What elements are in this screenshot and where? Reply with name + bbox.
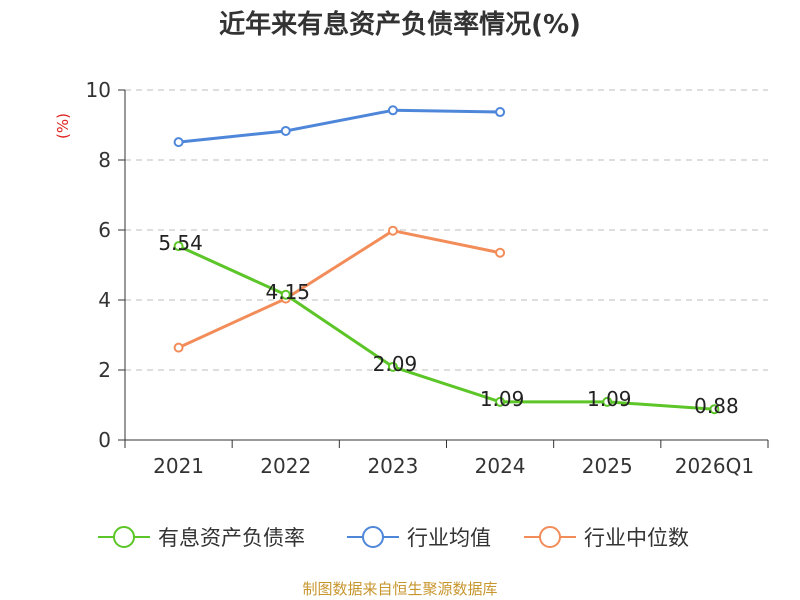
grid-lines [125, 89, 768, 371]
y-tick-label: 4 [98, 288, 111, 312]
y-tick-label: 6 [98, 218, 111, 242]
data-point [173, 342, 184, 353]
x-tick-label: 2025 [582, 454, 633, 478]
x-tick-label: 2023 [367, 454, 418, 478]
data-point [387, 361, 398, 372]
x-tick-label: 2024 [475, 454, 526, 478]
x-tick-label: 2026Q1 [675, 454, 754, 478]
data-point [280, 125, 291, 136]
data-point [387, 225, 398, 236]
data-label: 1.09 [587, 387, 632, 411]
data-label: 0.88 [694, 394, 739, 418]
data-point [495, 247, 506, 258]
legend-marker [539, 526, 561, 548]
legend-marker [113, 526, 135, 548]
y-tick-label: 10 [86, 78, 111, 102]
data-point [495, 107, 506, 118]
series-layer [173, 105, 720, 415]
y-tick-label: 8 [98, 148, 111, 172]
data-point [602, 396, 613, 407]
x-tick-label: 2021 [153, 454, 204, 478]
data-labels: 5.54 4.15 2.09 1.09 1.09 0.88 [158, 231, 738, 418]
y-tick-label: 2 [98, 358, 111, 382]
data-point [173, 241, 184, 252]
chart-title: 近年来有息资产负债率情况(%) [219, 10, 581, 40]
legend-label: 有息资产负债率 [158, 526, 305, 550]
series-line-2 [177, 229, 501, 349]
x-tick-label: 2022 [260, 454, 311, 478]
data-point [709, 404, 720, 415]
data-point [173, 137, 184, 148]
legend-marker [362, 526, 384, 548]
series-line-0 [177, 244, 715, 411]
data-label: 1.09 [480, 387, 525, 411]
legend-label: 行业均值 [407, 526, 491, 550]
data-label: 5.54 [158, 231, 203, 255]
y-tick-label: 0 [98, 428, 111, 452]
y-axis-unit-label: (%) [54, 113, 72, 139]
series-line-1 [178, 108, 501, 144]
source-note: 制图数据来自恒生聚源数据库 [302, 580, 498, 598]
axes: 0 2 4 6 8 10 2021 2022 2023 2024 2025 2026Q1 [86, 78, 769, 478]
legend: 有息资产负债率 行业均值 行业中位数 [98, 526, 689, 550]
data-point [387, 105, 398, 116]
data-point [495, 396, 506, 407]
data-point [280, 289, 291, 300]
data-label: 4.15 [265, 280, 310, 304]
data-label: 2.09 [373, 352, 418, 376]
legend-label: 行业中位数 [584, 526, 689, 550]
